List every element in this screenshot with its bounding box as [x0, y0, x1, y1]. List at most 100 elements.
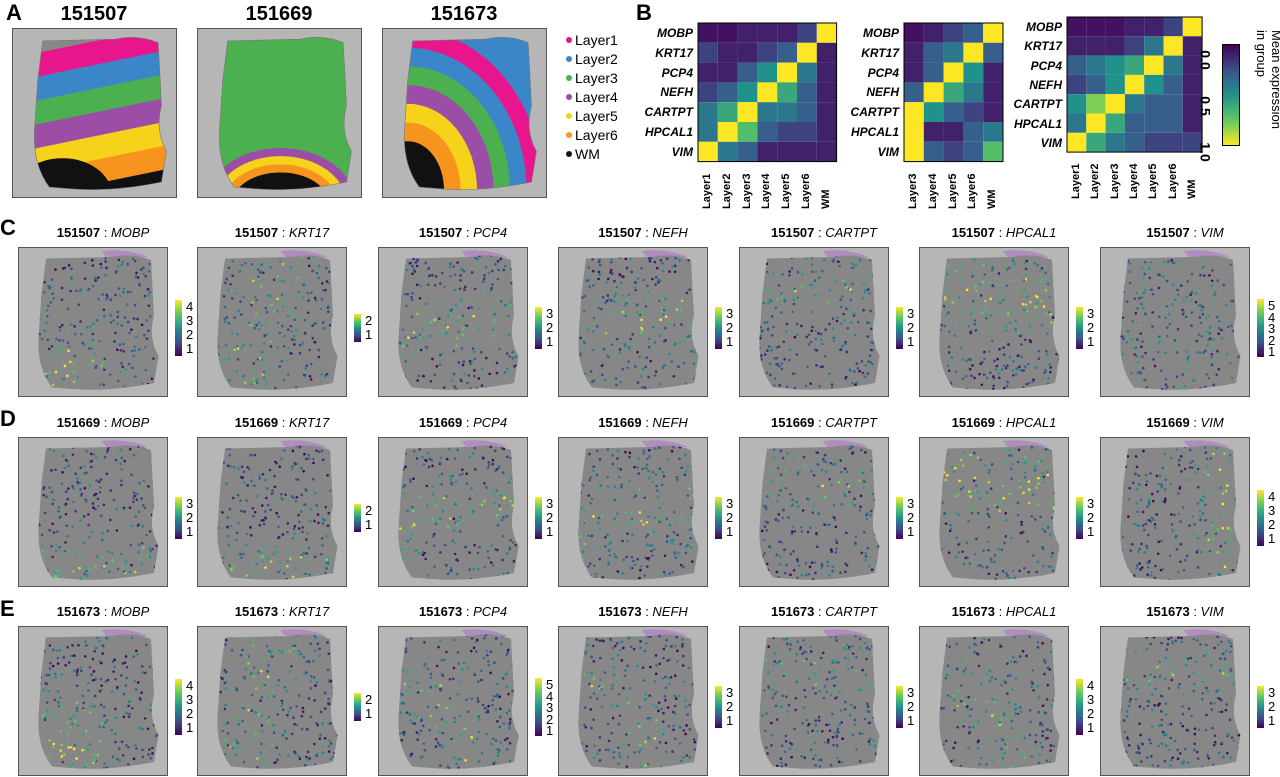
expression-spot [881, 497, 884, 500]
expression-spot [147, 445, 151, 446]
expression-spot [510, 498, 514, 501]
expression-spot [1190, 272, 1194, 276]
expression-spot [750, 487, 753, 490]
expression-spot [48, 644, 52, 647]
expression-spot [701, 554, 704, 557]
expression-spot [1002, 353, 1006, 356]
expression-spot [1164, 478, 1168, 481]
expression-spot [764, 507, 768, 511]
expression-spot [1030, 445, 1034, 449]
expression-spot [381, 248, 384, 250]
expression-spot [945, 313, 948, 317]
expression-spot [98, 640, 101, 643]
expression-spot [601, 295, 605, 299]
expression-spot [1046, 447, 1050, 451]
expression-spot [742, 376, 745, 379]
expression-spot [67, 349, 70, 352]
expression-spot [387, 264, 390, 267]
expression-spot [30, 479, 33, 482]
expression-spot [1202, 351, 1206, 354]
expression-spot [50, 278, 54, 281]
expression-spot [872, 286, 876, 289]
expression-spot [1116, 584, 1119, 587]
expression-spot [213, 492, 216, 495]
expression-spot [972, 305, 976, 309]
expression-spot [83, 565, 87, 568]
expression-spot [838, 264, 841, 268]
expression-spot [157, 314, 159, 318]
expression-spot [803, 440, 806, 443]
expression-spot [73, 743, 77, 747]
expression-spot [1016, 329, 1020, 333]
expression-spot [513, 493, 516, 496]
expression-spot [836, 248, 839, 250]
expression-spot [964, 374, 968, 378]
expression-spot [90, 438, 93, 441]
expression-spot [114, 716, 117, 720]
expression-spot [828, 322, 831, 326]
expression-spot [965, 541, 968, 544]
expression-spot [240, 313, 243, 316]
legend-item-layer3: Layer3 [566, 70, 618, 86]
expression-spot [132, 500, 135, 504]
expression-spot [260, 358, 264, 362]
expression-spot [684, 382, 688, 386]
expression-spot [50, 345, 54, 348]
expression-spot [559, 574, 562, 577]
heatmap-cell [1086, 94, 1106, 114]
expression-spot [823, 453, 827, 457]
expression-spot [620, 486, 623, 489]
expression-spot [201, 536, 204, 539]
expression-spot [1035, 486, 1038, 489]
expression-spot [141, 391, 144, 394]
expression-spot [93, 694, 97, 698]
expression-spot [971, 364, 974, 367]
expression-spot [385, 319, 388, 322]
expression-spot [840, 502, 844, 506]
expression-spot [452, 265, 456, 268]
expression-spot [670, 449, 674, 453]
expression-spot [122, 715, 126, 719]
expression-spot [147, 558, 150, 562]
expression-spot [1066, 257, 1069, 260]
expression-spot [164, 699, 167, 702]
expression-spot [694, 298, 698, 301]
expression-spot [40, 533, 44, 537]
colorbar-tick: 2 [546, 320, 554, 335]
colorbar-tick: 3 [186, 313, 194, 328]
expression-spot [474, 388, 477, 390]
expression-spot [257, 550, 260, 553]
expression-spot [419, 396, 422, 397]
expression-spot [1148, 276, 1152, 280]
expression-spot [752, 377, 755, 380]
colorbar-tick: 3 [907, 306, 915, 321]
expression-spot [842, 491, 846, 495]
expression-spot [398, 294, 400, 297]
expression-spot [410, 298, 414, 302]
expression-spot [30, 371, 33, 374]
expression-spot [517, 550, 519, 554]
expression-spot [1145, 483, 1148, 487]
expression-spot [133, 303, 137, 307]
expression-spot [591, 269, 595, 273]
expression-spot [1131, 542, 1134, 546]
expression-spot [1011, 369, 1015, 372]
expression-spot [1021, 302, 1025, 306]
expression-spot [95, 318, 99, 322]
expression-spot [445, 582, 448, 585]
expression-spot [648, 530, 651, 534]
spatial-plot-151507-cartpt [739, 247, 889, 397]
expression-spot [1182, 311, 1186, 314]
expression-spot [410, 579, 414, 580]
expression-spot [109, 489, 113, 492]
expression-spot [973, 322, 976, 326]
expression-spot [1202, 495, 1205, 498]
expression-spot [1238, 261, 1241, 264]
expression-spot [90, 347, 93, 351]
expression-spot [800, 284, 804, 288]
expression-spot [293, 338, 297, 342]
expression-spot [270, 255, 274, 256]
expression-spot [465, 472, 468, 475]
expression-spot [55, 337, 58, 341]
expression-spot [48, 287, 51, 290]
